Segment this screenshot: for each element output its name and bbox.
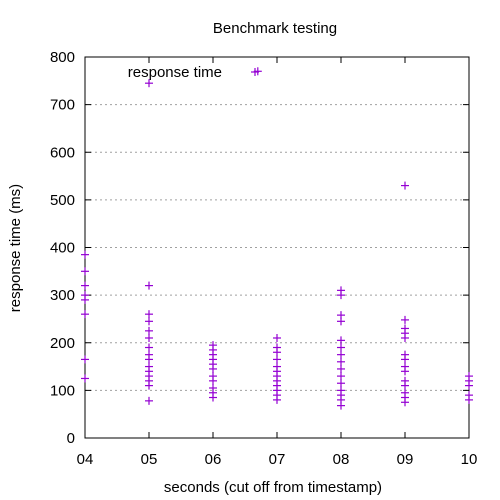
data-point (273, 333, 281, 342)
data-point (465, 381, 473, 390)
y-tick-label: 500 (50, 192, 75, 209)
data-point (337, 317, 345, 326)
data-point (337, 357, 345, 366)
data-point (81, 267, 89, 276)
data-point (209, 393, 217, 402)
data-point (145, 326, 153, 335)
plot-area-border (84, 56, 470, 439)
data-point (465, 395, 473, 404)
legend-marker (251, 68, 259, 76)
data-point (81, 310, 89, 319)
data-point (209, 364, 217, 373)
data-point (145, 396, 153, 405)
y-tick-label: 200 (50, 335, 75, 352)
x-tick-label: 05 (141, 451, 158, 468)
x-axis-label: seconds (cut off from timestamp) (164, 479, 382, 496)
data-point (337, 291, 345, 300)
data-point (337, 379, 345, 388)
x-tick-label: 09 (397, 451, 414, 468)
data-point (145, 281, 153, 290)
data-point (81, 355, 89, 364)
data-point (401, 333, 409, 342)
x-tick-label: 07 (269, 451, 286, 468)
data-point (337, 401, 345, 410)
data-point (145, 317, 153, 326)
data-point (145, 333, 153, 342)
grid-lines (85, 104, 469, 391)
data-point (145, 343, 153, 352)
data-point (81, 281, 89, 290)
y-tick-label: 600 (50, 144, 75, 161)
data-point (81, 295, 89, 304)
data-point (81, 250, 89, 259)
y-axis-label: response time (ms) (7, 184, 24, 312)
data-point (401, 367, 409, 376)
x-tick-label: 06 (205, 451, 222, 468)
data-point (401, 398, 409, 407)
data-point (337, 372, 345, 381)
data-point (337, 364, 345, 373)
legend-label: response time (128, 64, 222, 81)
data-point (337, 336, 345, 345)
y-tick-label: 400 (50, 240, 75, 257)
data-point (145, 310, 153, 319)
legend-marker-symbol (251, 68, 259, 76)
data-point (145, 355, 153, 364)
data-point (209, 376, 217, 385)
data-point (401, 355, 409, 364)
data-point (401, 381, 409, 390)
y-tick-label: 100 (50, 382, 75, 399)
y-tick-label: 300 (50, 287, 75, 304)
data-point (273, 348, 281, 357)
data-point (81, 374, 89, 383)
data-point (273, 395, 281, 404)
x-tick-label: 10 (461, 451, 478, 468)
data-points (81, 67, 473, 410)
legend: response time (128, 64, 259, 81)
y-tick-label: 0 (67, 430, 75, 447)
y-tick-label: 800 (50, 49, 75, 66)
data-point (145, 381, 153, 390)
chart-title: Benchmark testing (213, 20, 337, 37)
x-tick-label: 04 (77, 451, 94, 468)
data-point (401, 181, 409, 190)
x-tick-labels: 04 05 06 07 08 09 10 (77, 451, 478, 468)
x-tick-label: 08 (333, 451, 350, 468)
data-point (273, 355, 281, 364)
data-point (337, 350, 345, 359)
data-point (401, 315, 409, 324)
data-point (337, 343, 345, 352)
y-tick-label: 700 (50, 97, 75, 114)
y-tick-labels: 0 100 200 300 400 500 600 700 800 (50, 49, 75, 447)
data-point (145, 79, 153, 88)
